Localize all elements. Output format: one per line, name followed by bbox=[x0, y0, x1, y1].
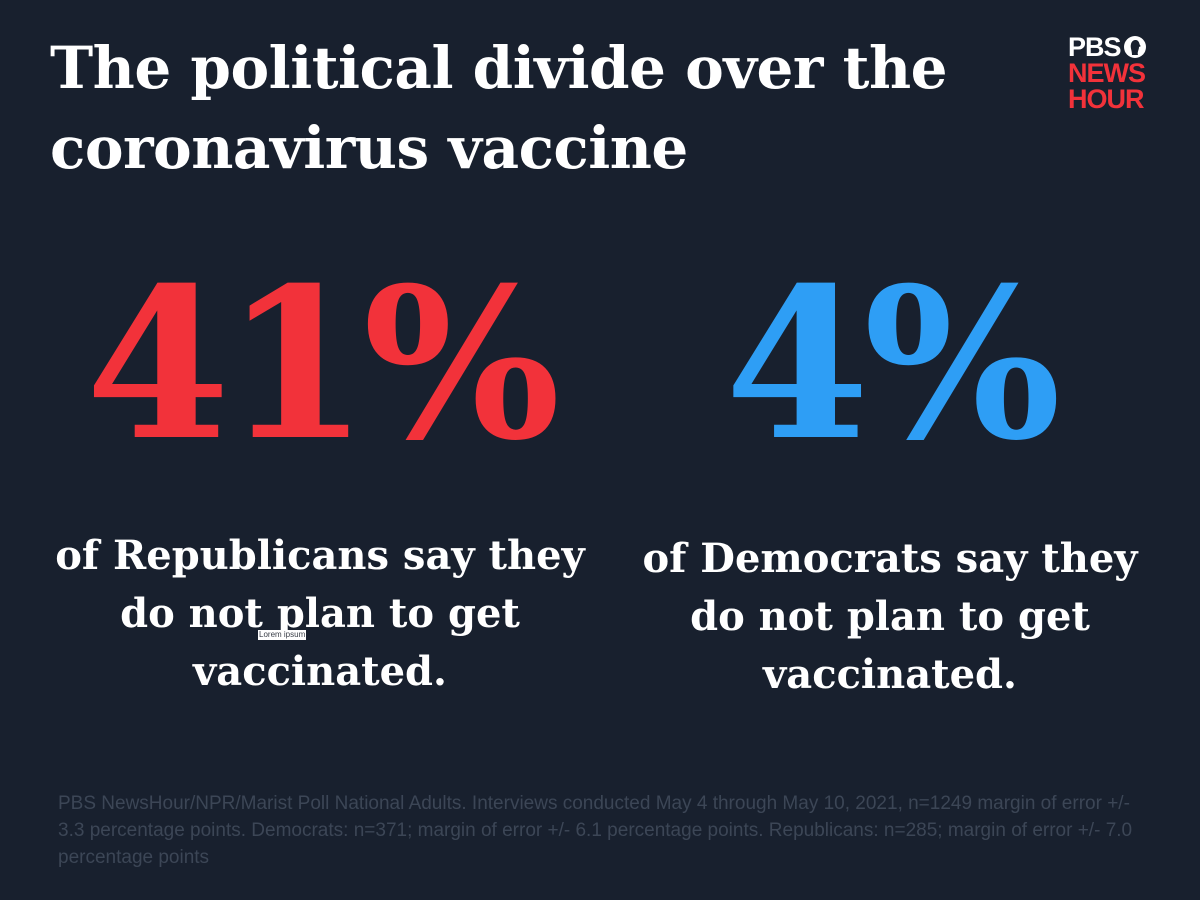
pbs-head-icon bbox=[1123, 36, 1146, 58]
logo-hour-text: HOUR bbox=[1068, 84, 1145, 114]
democrat-percentage: 4% bbox=[724, 243, 1061, 487]
source-footnote: PBS NewsHour/NPR/Marist Poll National Ad… bbox=[58, 793, 1133, 868]
pbs-newshour-logo: PBS NEWS HOUR bbox=[1068, 32, 1168, 114]
page-title: The political divide over the coronaviru… bbox=[50, 34, 948, 182]
republican-description: of Republicans say they do not plan to g… bbox=[55, 532, 585, 695]
placeholder-label: Lorem ipsum bbox=[258, 630, 307, 640]
republican-percentage: 41% bbox=[85, 243, 560, 487]
logo-pbs-text: PBS bbox=[1068, 32, 1122, 62]
democrat-description: of Democrats say they do not plan to get… bbox=[642, 535, 1138, 698]
logo-news-text: NEWS bbox=[1068, 58, 1146, 88]
